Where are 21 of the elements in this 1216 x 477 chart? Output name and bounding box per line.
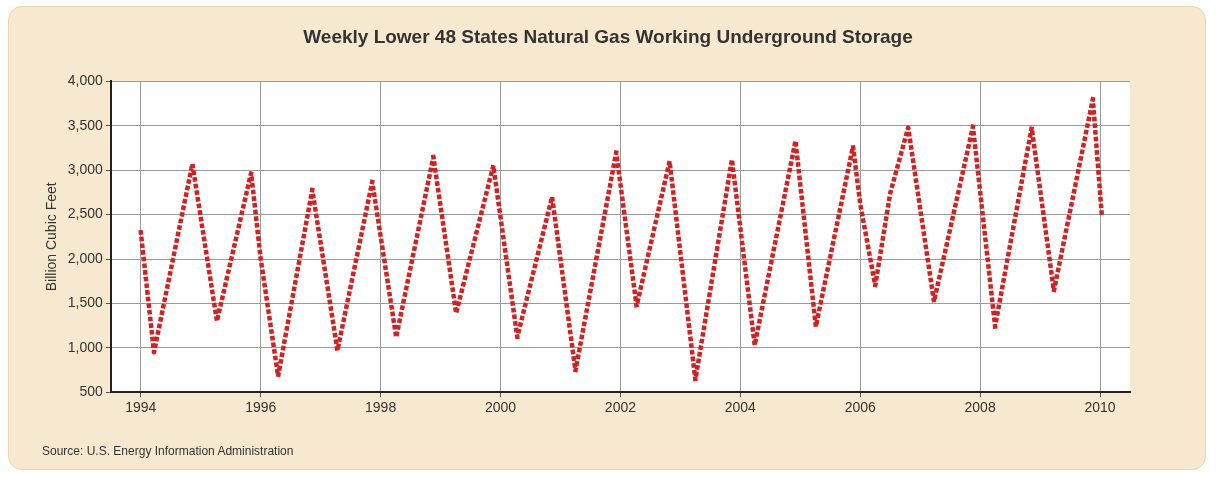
y-tick-label: 1,500 [67,294,104,311]
x-tick-label: 2010 [1084,399,1116,416]
x-tick-label: 2004 [724,399,757,416]
y-tick-label: 4,000 [67,72,104,89]
x-tick-label: 1996 [245,399,277,416]
y-axis-title: Billion Cubic Feet [43,182,60,292]
y-tick-label: 3,000 [67,161,104,178]
source-note: Source: U.S. Energy Information Administration [42,444,294,458]
line-series [138,96,1105,383]
y-tick-label: 2,000 [67,249,104,266]
x-tick-label: 2008 [964,399,996,416]
y-tick-label: 3,500 [67,116,104,133]
y-tick-label: 2,500 [67,205,104,222]
x-tick-label: 2002 [604,399,637,416]
y-tick-label: 500 [79,383,104,400]
x-tick-label: 1994 [125,399,157,416]
chart-title: Weekly Lower 48 States Natural Gas Working Underground Storage [302,26,914,48]
y-tick-label: 1,000 [67,338,104,355]
x-tick-label: 1998 [365,399,397,416]
x-tick-label: 2006 [844,399,876,416]
x-tick-label: 2000 [484,399,517,416]
